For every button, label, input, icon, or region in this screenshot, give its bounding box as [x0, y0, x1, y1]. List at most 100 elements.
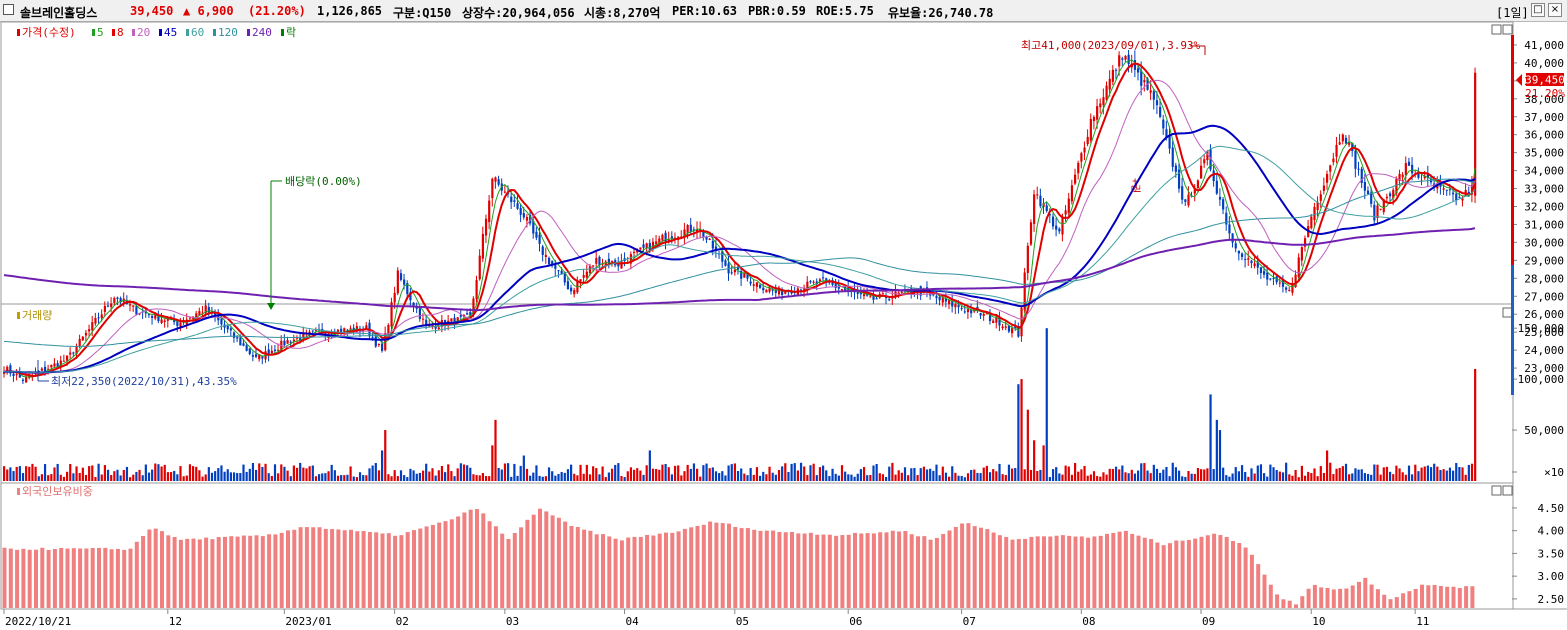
candle-body: [97, 317, 100, 319]
close-button[interactable]: ×: [1548, 3, 1562, 17]
volume-bar: [409, 468, 412, 481]
panel-minimize-button[interactable]: [1491, 24, 1502, 35]
volume-bar: [226, 469, 229, 481]
candle-body: [1140, 70, 1143, 86]
volume-panel-close-button[interactable]: [1502, 307, 1513, 318]
volume-bar: [1259, 464, 1263, 481]
candle-body: [1448, 189, 1452, 191]
volume-bar: [1121, 465, 1124, 481]
candle-body: [1316, 202, 1319, 211]
volume-bar: [1036, 470, 1039, 481]
foreign-ratio-bar: [1451, 586, 1456, 608]
foreign-ratio-bar: [1142, 537, 1147, 608]
foreign-ratio-bar: [745, 528, 750, 608]
volume-bar: [1177, 470, 1181, 481]
volume-bar: [881, 474, 885, 481]
volume-bar: [6, 469, 9, 481]
candle-body: [1401, 174, 1404, 178]
foreign-ratio-bar: [443, 521, 448, 608]
volume-bar: [891, 462, 894, 481]
candle-body: [818, 279, 822, 282]
foreign-panel-close-button[interactable]: [1502, 485, 1513, 496]
candle-body: [617, 264, 620, 267]
volume-bar: [59, 474, 62, 481]
volume-bar: [1366, 473, 1370, 481]
candle-body: [1159, 106, 1162, 117]
foreign-ratio-bar: [223, 536, 227, 608]
candle-body: [1111, 69, 1114, 82]
panel-close-button[interactable]: [1502, 24, 1513, 35]
candle-body: [944, 298, 948, 302]
high-annotation-text: 최고41,000(2023/09/01),3.93%: [1021, 39, 1201, 52]
foreign-ratio-bar: [960, 523, 965, 608]
foreign-ratio-bar: [90, 547, 95, 608]
candle-body: [551, 261, 554, 266]
candle-body: [1215, 180, 1218, 194]
candle-body: [982, 313, 985, 316]
foreign-ratio-bar: [758, 530, 763, 608]
candle-body: [245, 345, 248, 351]
volume-bar: [125, 466, 129, 481]
volume-bar: [919, 468, 922, 481]
candle-body: [94, 318, 97, 324]
ma-legend-label: 60: [191, 26, 204, 39]
foreign-ratio-bar: [1218, 535, 1223, 608]
volume-bar: [711, 467, 714, 481]
foreign-ratio-bar: [304, 527, 309, 608]
volume-bar: [1133, 473, 1137, 481]
candle-body: [1061, 217, 1064, 235]
candle-body: [1263, 271, 1266, 275]
maximize-button[interactable]: □: [1531, 3, 1545, 17]
candle-body: [1439, 183, 1442, 187]
candle-body: [1067, 198, 1070, 214]
foreign-ratio-bar: [783, 532, 788, 608]
candle-body: [47, 368, 50, 370]
foreign-ratio-bar: [1092, 536, 1097, 608]
foreign-ratio-bar: [1426, 585, 1431, 608]
foreign-ratio-bar: [267, 534, 272, 608]
candle-body: [985, 313, 988, 315]
foreign-ratio-bar: [1438, 586, 1443, 608]
volume-bar: [469, 467, 472, 481]
volume-bar: [1285, 462, 1288, 481]
volume-bar: [412, 470, 415, 481]
volume-bar: [554, 475, 557, 481]
candle-body: [872, 294, 875, 300]
candle-body: [869, 295, 872, 297]
candle-body: [881, 293, 885, 295]
price-legend-swatch: [17, 29, 20, 36]
candle-body: [699, 228, 702, 232]
volume-bar: [1452, 470, 1455, 481]
candle-body: [1099, 103, 1102, 108]
candle-body: [774, 289, 777, 293]
foreign-ratio-bar: [790, 531, 794, 608]
candle-body: [1423, 175, 1426, 179]
volume-bar: [793, 463, 796, 481]
foreign-ratio-bar: [808, 532, 813, 608]
volume-bar: [878, 473, 881, 481]
foreign-panel-minimize-button[interactable]: [1491, 485, 1502, 496]
volume-bar: [53, 467, 56, 481]
period-selector[interactable]: [1일]: [1496, 6, 1529, 20]
price-range-bar-up: [1511, 35, 1514, 265]
foreign-ratio-bar: [367, 531, 372, 608]
foreign-ratio-bar: [638, 536, 643, 608]
foreign-ratio-bar: [260, 536, 265, 608]
candle-body: [431, 325, 434, 327]
foreign-ratio-bar: [424, 526, 429, 608]
chart-select-checkbox[interactable]: [3, 4, 14, 15]
volume-bar: [1026, 409, 1029, 481]
foreign-ratio-bar: [1004, 536, 1009, 608]
volume-bar: [982, 467, 985, 481]
volume-bar: [1017, 384, 1020, 481]
candle-body: [929, 294, 932, 296]
volume-bar: [295, 467, 299, 481]
candle-body: [437, 327, 440, 330]
candle-body: [510, 196, 513, 203]
foreign-ratio-bar: [52, 548, 57, 608]
candle-body: [592, 265, 595, 267]
volume-bar: [787, 472, 790, 481]
panel-buttons[interactable]: [1491, 24, 1513, 496]
volume-bar: [1319, 466, 1322, 481]
foreign-ratio-bar: [1231, 541, 1235, 608]
